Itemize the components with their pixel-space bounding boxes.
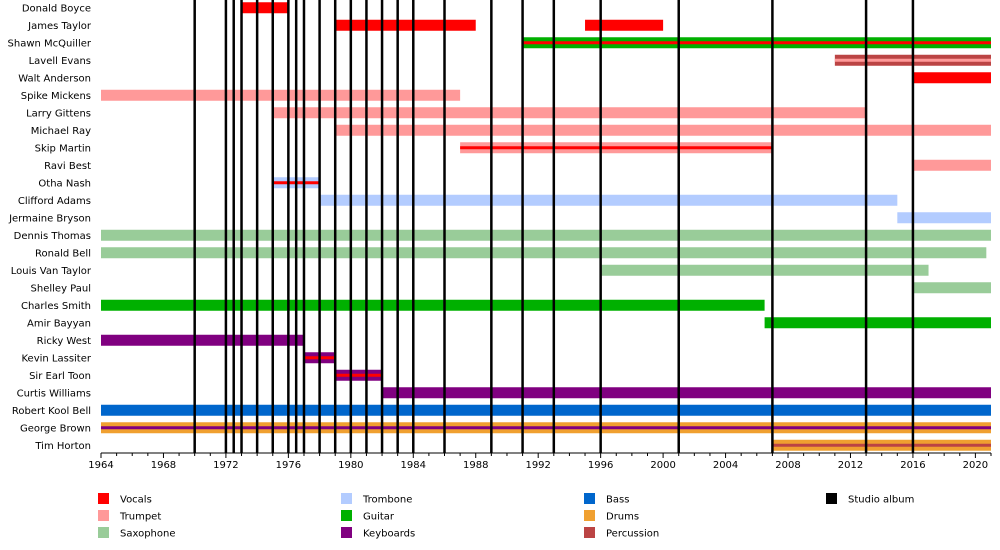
bar-12-1 [319, 194, 898, 206]
legend-swatch-vocals [98, 493, 109, 504]
member-name: George Brown [20, 423, 91, 434]
member-name-labels: Donald Boyce James Taylor Shawn McQuiller L… [8, 3, 92, 452]
member-name: Skip Martin [35, 143, 91, 154]
member-name: James Taylor [27, 21, 92, 32]
legend-swatch-trumpet [98, 510, 109, 521]
legend-swatch-saxophone [98, 527, 109, 538]
legend-label-album: Studio album [848, 495, 914, 506]
member-name: Walt Anderson [18, 73, 91, 84]
x-tick-label: 1984 [401, 460, 426, 471]
x-tick-label: 1972 [213, 460, 238, 471]
x-tick-label: 2012 [838, 460, 863, 471]
bar-6-1 [101, 89, 461, 101]
member-name: Charles Smith [21, 301, 91, 312]
member-name: Donald Boyce [22, 3, 91, 14]
bar-10-1 [912, 159, 991, 171]
bar-15-1 [101, 247, 987, 259]
bar-inner-9-1 [460, 146, 773, 150]
bar-13-1 [897, 212, 991, 224]
x-tick-label: 1980 [338, 460, 363, 471]
bar-7-1 [272, 107, 867, 119]
legend-label-keyboards: Keyboards [363, 529, 415, 540]
member-name: Ronald Bell [35, 248, 91, 259]
bar-inner-3-1 [522, 41, 991, 45]
bar-19-1 [764, 317, 991, 329]
bar-20-1 [101, 334, 304, 346]
member-name: Louis Van Taylor [11, 266, 92, 277]
member-name: Larry Gittens [26, 108, 91, 119]
bar-24-1 [101, 404, 991, 416]
member-name: Otha Nash [38, 178, 91, 189]
bar-inner-26-1 [772, 443, 991, 447]
member-name: Shawn McQuiller [8, 38, 92, 49]
member-name: Spike Mickens [21, 91, 91, 102]
member-name: Shelley Paul [31, 283, 91, 294]
member-name: Tim Horton [34, 441, 91, 452]
legend-label-trumpet: Trumpet [119, 512, 161, 523]
member-name: Ricky West [37, 336, 91, 347]
member-name: Sir Earl Toon [29, 371, 91, 382]
bar-18-1 [101, 299, 765, 311]
member-name: Lavell Evans [29, 56, 91, 67]
legend-swatch-drums [584, 510, 595, 521]
legend-swatch-bass [584, 493, 595, 504]
legend-label-bass: Bass [606, 495, 629, 506]
legend-swatch-percussion [584, 527, 595, 538]
bar-2-2 [585, 19, 664, 31]
member-name: Jermaine Bryson [8, 213, 91, 224]
member-name: Kevin Lassiter [21, 353, 91, 364]
bar-8-1 [335, 124, 991, 136]
x-axis: 1964 1968 1972 1976 1980 1984 1988 1992 1996 2000… [88, 452, 992, 471]
legend-label-vocals: Vocals [120, 495, 152, 506]
x-tick-label: 2000 [650, 460, 675, 471]
x-tick-label: 2016 [900, 460, 925, 471]
legend-label-percussion: Percussion [606, 529, 659, 540]
legend: Vocals Trumpet Saxophone Trombone Guitar Keyb… [98, 493, 914, 540]
bar-17-1 [912, 282, 991, 294]
bar-16-1 [600, 264, 929, 276]
bar-5-1 [912, 72, 991, 84]
legend-label-drums: Drums [606, 512, 639, 523]
bar-14-1 [101, 229, 991, 241]
member-name: Robert Kool Bell [12, 406, 91, 417]
x-tick-label: 2008 [775, 460, 800, 471]
bar-23-1 [382, 387, 992, 399]
legend-swatch-guitar [341, 510, 352, 521]
member-name: Clifford Adams [18, 196, 91, 207]
member-name: Curtis Williams [17, 388, 91, 399]
x-tick-label: 1996 [588, 460, 613, 471]
legend-label-saxophone: Saxophone [120, 529, 176, 540]
bar-inner-22-1 [335, 373, 383, 377]
bar-2-1 [335, 19, 476, 31]
legend-label-guitar: Guitar [363, 512, 395, 523]
legend-swatch-trombone [341, 493, 352, 504]
legend-swatch-keyboards [341, 527, 352, 538]
bar-inner-25-1 [101, 426, 991, 430]
member-name: Michael Ray [31, 126, 91, 137]
x-tick-label: 1968 [151, 460, 176, 471]
legend-swatch-album [826, 493, 837, 504]
bar-1-1 [241, 2, 289, 14]
x-tick-label: 1988 [463, 460, 488, 471]
x-tick-label: 2004 [713, 460, 738, 471]
x-tick-label: 1964 [88, 460, 113, 471]
x-tick-label: 1976 [276, 460, 301, 471]
studio-album-lines [193, 0, 915, 453]
member-name: Ravi Best [44, 161, 91, 172]
member-name: Amir Bayyan [27, 318, 91, 329]
legend-label-trombone: Trombone [362, 495, 412, 506]
x-tick-label: 1992 [525, 460, 550, 471]
member-name: Dennis Thomas [14, 231, 91, 242]
x-tick-label: 2020 [963, 460, 988, 471]
